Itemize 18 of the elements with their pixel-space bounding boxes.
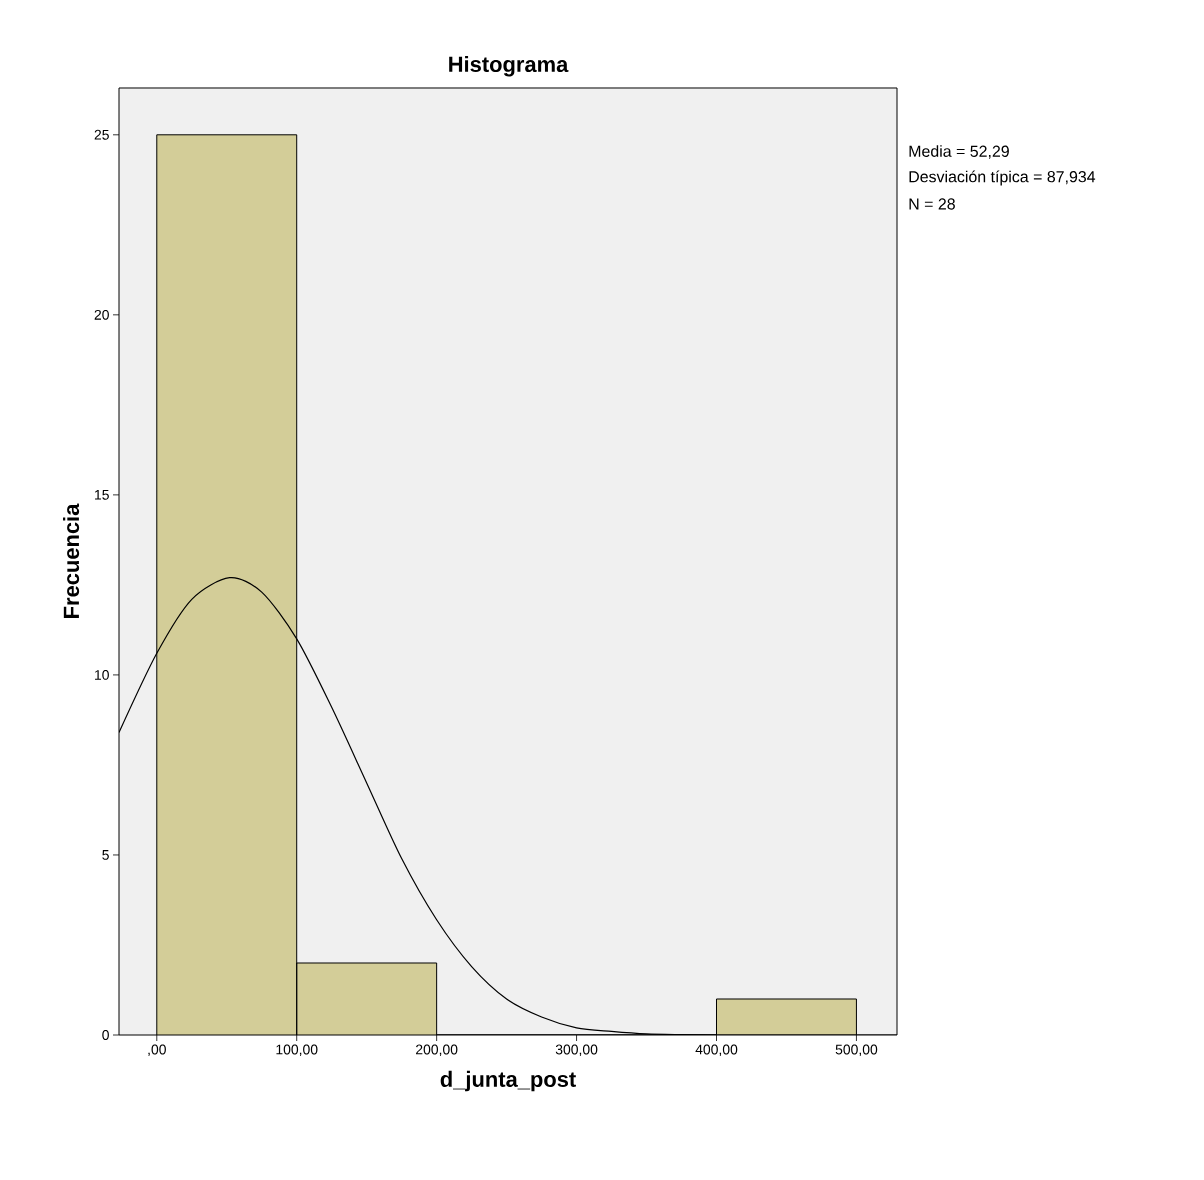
- y-axis-title: Frecuencia: [63, 503, 80, 618]
- chart-title: Histograma: [449, 55, 569, 77]
- x-tick-label: 400,00: [695, 1044, 738, 1057]
- y-tick-label: 25: [94, 129, 109, 140]
- text: Media = 52,29: [909, 145, 1009, 159]
- text: N = 28: [909, 198, 955, 210]
- x-tick-label: 500,00: [835, 1044, 878, 1057]
- x-tick-label: ,00: [148, 1044, 166, 1057]
- y-tick-label: 15: [95, 490, 109, 500]
- x-tick-label: 100,00: [276, 1044, 318, 1057]
- y-tick-label: 20: [94, 309, 109, 320]
- y-tick-label: 0: [102, 1030, 109, 1040]
- y-tick-label: 10: [95, 669, 109, 680]
- y-tick-label: 5: [102, 850, 109, 860]
- x-tick-label: 200,00: [416, 1044, 458, 1057]
- x-axis-title: d_junta_post: [440, 1070, 576, 1092]
- text: Desviación típica = 87,934: [909, 170, 1096, 186]
- x-tick-label: 300,00: [555, 1044, 598, 1057]
